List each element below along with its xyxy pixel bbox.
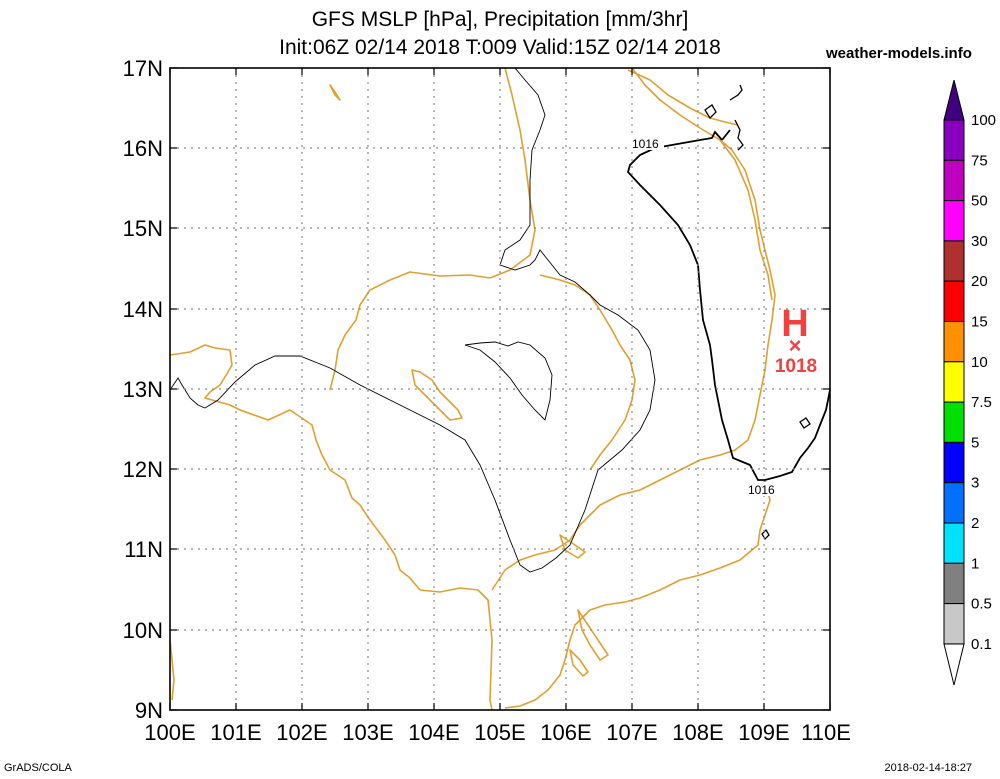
coastline-west-gulf — [169, 344, 331, 471]
coastline-hainan — [627, 69, 739, 126]
map-subtitle: Init:06Z 02/14 2018 T:009 Valid:15Z 02/1… — [279, 36, 721, 59]
isobar-1016-thin-outer — [169, 67, 656, 573]
colorbar-label: 2 — [971, 515, 979, 532]
colorbar-label: 5 — [971, 434, 979, 451]
isobar-island-north — [704, 104, 717, 120]
lon-label: 108E — [672, 720, 723, 745]
lon-label: 109E — [738, 720, 789, 745]
lat-label: 14N — [123, 297, 163, 322]
colorbar-label: 3 — [971, 475, 979, 492]
colorbar-swatch — [943, 603, 965, 645]
lon-label: 105E — [474, 720, 525, 745]
colorbar-swatch — [943, 321, 965, 363]
colorbar-label: 100 — [971, 112, 996, 129]
coastline-island-3 — [569, 649, 589, 677]
colorbar-swatch — [943, 240, 965, 282]
lat-label: 9N — [135, 698, 163, 723]
high-symbol: H — [781, 303, 808, 345]
lon-label: 110E — [801, 720, 851, 745]
lon-label: 100E — [144, 720, 195, 745]
colorbar-label: 7.5 — [971, 394, 992, 411]
isobar-label: 1016 — [632, 137, 659, 151]
isobar-1016-label-gap — [721, 129, 731, 141]
lon-label: 107E — [606, 720, 657, 745]
coastline-mekong-delta — [491, 139, 776, 591]
grid — [170, 68, 830, 710]
lon-label: 104E — [408, 720, 459, 745]
isobar-small-south — [761, 528, 770, 541]
lat-label: 11N — [124, 537, 163, 562]
lat-label: 10N — [123, 618, 163, 643]
coastline-central-vietnam — [631, 67, 721, 141]
colorbar-top-arrow — [943, 80, 965, 121]
colorbar-label: 75 — [971, 152, 988, 169]
coastline-inland-laos — [329, 271, 491, 391]
colorbar-swatch — [943, 159, 965, 202]
map-title: GFS MSLP [hPa], Precipitation [mm/3hr] — [311, 8, 689, 31]
isobar-1016-bold — [626, 130, 831, 481]
lat-axis-labels: 17N 16N 15N 14N 13N 12N 11N 10N 9N — [123, 56, 163, 723]
coastline-island-1 — [559, 534, 586, 559]
credit-label: GrADS/COLA — [4, 762, 72, 774]
high-marker: × — [789, 333, 802, 358]
lat-label: 15N — [123, 216, 163, 241]
colorbar-label: 0.1 — [971, 636, 992, 653]
isobar-label: 1016 — [748, 483, 775, 497]
colorbar-swatch — [943, 361, 965, 403]
colorbar-label: 20 — [971, 273, 988, 290]
isobar-north-right — [729, 84, 744, 151]
coastline-mekong-north — [489, 67, 536, 279]
colorbar-label: 30 — [971, 233, 988, 250]
colorbar-label: 0.5 — [971, 596, 992, 613]
coastline-island-2 — [577, 609, 609, 661]
colorbar-swatch — [943, 562, 965, 605]
coastline-north-fragment — [329, 84, 341, 101]
colorbar-label: 10 — [971, 354, 988, 371]
lon-label: 106E — [540, 720, 591, 745]
coastline-west-edge — [169, 639, 175, 701]
lat-label: 12N — [123, 457, 163, 482]
lon-axis-labels: 100E 101E 102E 103E 104E 105E 106E 107E … — [144, 720, 851, 745]
lat-label: 16N — [123, 136, 163, 161]
colorbar-swatch — [943, 200, 965, 242]
lon-label: 101E — [210, 720, 261, 745]
colorbar-swatch — [943, 280, 965, 322]
site-label: weather-models.info — [826, 45, 972, 62]
lat-label: 13N — [123, 377, 163, 402]
isobar-small-east — [799, 417, 811, 429]
lon-label: 102E — [276, 720, 327, 745]
colorbar-swatch — [943, 441, 965, 484]
colorbar-label: 50 — [971, 193, 988, 210]
map-ticks — [169, 67, 831, 711]
coastline-mekong-2 — [539, 274, 636, 471]
coastline-south-vietnam — [589, 479, 771, 611]
colorbar-swatch — [943, 522, 965, 564]
timestamp-label: 2018-02-14-18:27 — [884, 762, 972, 774]
high-pressure-center: H × 1018 — [775, 303, 817, 377]
colorbar-swatch — [943, 401, 965, 443]
coastline-tonle-sap-left — [329, 469, 421, 591]
isobar-labels: 1016 1016 — [630, 136, 780, 497]
colorbar-label: 1 — [971, 555, 979, 572]
colorbar-bottom-arrow — [943, 643, 965, 686]
isobar-inner-low — [464, 341, 553, 421]
high-value: 1018 — [775, 356, 817, 377]
lon-label: 103E — [342, 720, 393, 745]
isobars — [169, 67, 831, 573]
coastline-east-coast-upper — [719, 139, 773, 301]
colorbar-swatch — [943, 119, 965, 161]
coastline-gulf-of-thailand-east — [419, 587, 493, 711]
colorbar-swatch — [943, 482, 965, 524]
precipitation-colorbar: 100 75 50 30 20 15 10 7.5 5 3 2 1 0.5 0.1 — [943, 80, 996, 686]
coastline-lake — [411, 369, 463, 421]
coastline-ca-mau — [504, 609, 591, 709]
colorbar-label: 15 — [971, 314, 988, 331]
lat-label: 17N — [123, 56, 163, 81]
